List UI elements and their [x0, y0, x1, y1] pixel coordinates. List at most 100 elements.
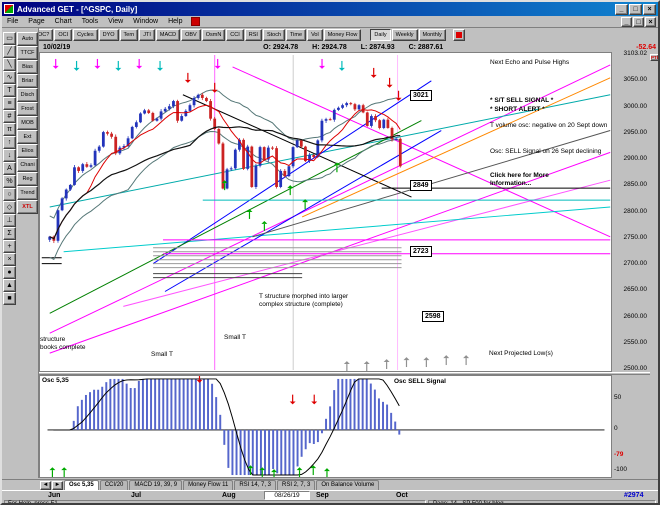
indicator-tab-2[interactable]: MACD 19, 39, 9	[129, 480, 183, 490]
draw-tool-button-19[interactable]: ▲	[3, 279, 16, 292]
toolbar-study-button-2[interactable]: Cycles	[73, 29, 98, 41]
study-tool-button-5[interactable]: Frost	[17, 102, 38, 116]
draw-tool-button-12[interactable]: ○	[3, 188, 16, 201]
indicator-tab-0[interactable]: Osc 5,35	[64, 480, 99, 490]
indicator-tab-6[interactable]: On Balance Volume	[316, 480, 380, 490]
mdi-minimize-button[interactable]: _	[621, 16, 632, 27]
indicator-tab-1[interactable]: CCI/20	[99, 480, 129, 490]
month-label-oct: Oct	[396, 492, 408, 499]
tab-scroll-right-button[interactable]: ►	[52, 481, 63, 490]
date-box[interactable]: 08/26/19	[264, 491, 310, 500]
draw-tool-button-9[interactable]: ↓	[3, 149, 16, 162]
alert-button[interactable]	[452, 29, 465, 41]
price-axis-label-6: 2800.00	[623, 207, 648, 215]
annotation-sell-signal: * S/T SELL SIGNAL *	[490, 97, 554, 104]
draw-tool-button-17[interactable]: ×	[3, 253, 16, 266]
menu-item-5[interactable]: Window	[133, 18, 159, 25]
draw-tool-button-18[interactable]: ●	[3, 266, 16, 279]
study-tool-button-8[interactable]: Elios	[17, 144, 38, 158]
toolbar-study-button-8[interactable]: OsmN	[201, 29, 226, 41]
view-button-1[interactable]: Weekly	[391, 29, 418, 41]
title-bar: Advanced GET - [^GSPC, Daily] _ □ ×	[2, 2, 658, 16]
indicator-tab-4[interactable]: RSI 14, 7, 3	[234, 480, 276, 490]
study-tool-button-2[interactable]: Bias	[17, 60, 38, 74]
toolbar-study-button-13[interactable]: Vol	[307, 29, 323, 41]
menu-item-0[interactable]: File	[7, 18, 19, 25]
study-tool-button-0[interactable]: Auto	[17, 32, 38, 46]
menu-item-3[interactable]: Tools	[81, 18, 99, 25]
draw-tool-button-10[interactable]: A	[3, 162, 16, 175]
more-information-link[interactable]: Click here for More Information...	[490, 172, 549, 187]
draw-tool-button-6[interactable]: #	[3, 110, 16, 123]
minimize-button[interactable]: _	[615, 3, 628, 15]
draw-tool-button-1[interactable]: ╱	[3, 45, 16, 58]
toolbar-study-button-7[interactable]: OBV	[181, 29, 201, 41]
draw-tool-button-14[interactable]: ⊥	[3, 214, 16, 227]
annotation-short-alert: * SHORT ALERT *	[490, 106, 545, 113]
toolbar-study-button-4[interactable]: Tern	[119, 29, 139, 41]
toolbar-study-button-1[interactable]: OCI	[54, 29, 73, 41]
price-axis-label-1: 3050.00	[623, 76, 648, 84]
study-tool-button-6[interactable]: MOB	[17, 116, 38, 130]
toolbar-study-button-10[interactable]: RSI	[244, 29, 262, 41]
toolbar-study-button-9[interactable]: CCI	[226, 29, 244, 41]
toolbar-study-button-11[interactable]: Stoch	[262, 29, 286, 41]
draw-tool-button-4[interactable]: T	[3, 84, 16, 97]
status-bar: For Help, press F1 Page: 14 - SP 500 for…	[2, 500, 658, 503]
menu-item-2[interactable]: Chart	[54, 18, 72, 25]
maximize-button[interactable]: □	[629, 3, 642, 15]
toolbar-study-button-6[interactable]: MACD	[155, 29, 181, 41]
study-tool-button-9[interactable]: Chani	[17, 158, 38, 172]
draw-tool-button-0[interactable]: ▭	[3, 32, 16, 45]
osc-current-value: -79	[614, 451, 624, 458]
study-tool-button-4[interactable]: Disch	[17, 88, 38, 102]
view-button-2[interactable]: Monthly	[418, 29, 446, 41]
month-label-aug: Aug	[222, 492, 236, 499]
toolbar-study-button-14[interactable]: Money Flow	[323, 29, 362, 41]
draw-tool-button-20[interactable]: ■	[3, 292, 16, 305]
menu-item-4[interactable]: View	[108, 18, 124, 25]
draw-tool-button-5[interactable]: ≡	[3, 97, 16, 110]
draw-tool-button-11[interactable]: %	[3, 175, 16, 188]
chart-icon-button[interactable]	[191, 17, 201, 26]
price-chart[interactable]	[39, 52, 612, 372]
draw-tool-button-13[interactable]: ◇	[3, 201, 16, 214]
draw-tool-button-2[interactable]: ╲	[3, 58, 16, 71]
toolbar-study-button-3[interactable]: DYO	[98, 29, 119, 41]
toolbar-study-button-5[interactable]: JTI	[139, 29, 155, 41]
toolbar-study-button-12[interactable]: Time	[286, 29, 307, 41]
quote-date: 10/02/19	[43, 43, 71, 51]
osc-axis-50: 50	[614, 394, 622, 401]
study-tool-button-12[interactable]: XTL	[17, 200, 38, 214]
study-tool-button-1[interactable]: TTCF	[17, 46, 38, 60]
study-tool-button-10[interactable]: Reg	[17, 172, 38, 186]
menu-item-6[interactable]: Help	[168, 18, 183, 25]
quote-strip: 10/02/19 O: 2924.78 H: 2924.78 L: 2874.9…	[39, 42, 658, 52]
view-button-0[interactable]: Daily	[370, 29, 391, 41]
quote-high: H: 2924.78	[312, 43, 347, 51]
draw-tool-button-7[interactable]: π	[3, 123, 16, 136]
study-tool-button-3[interactable]: Briar	[17, 74, 38, 88]
study-tool-button-7[interactable]: Ext	[17, 130, 38, 144]
close-button[interactable]: ×	[643, 3, 656, 15]
draw-tool-button-3[interactable]: ∿	[3, 71, 16, 84]
panel-splitter[interactable]	[39, 372, 650, 375]
mdi-close-button[interactable]: ×	[645, 16, 656, 27]
right-tool-button-0[interactable]: PTI	[650, 54, 659, 61]
draw-tool-button-15[interactable]: Σ	[3, 227, 16, 240]
price-axis-label-11: 2550.00	[623, 338, 648, 346]
study-tool-button-11[interactable]: Trend	[17, 186, 38, 200]
tab-scroll-left-button[interactable]: ◄	[40, 481, 51, 490]
oscillator-chart[interactable]	[39, 375, 612, 478]
draw-tool-button-16[interactable]: +	[3, 240, 16, 253]
right-tool-column: PTI↑↓AΔ+FU	[650, 52, 659, 372]
indicator-tab-3[interactable]: Money Flow 11	[183, 480, 234, 490]
price-axis: 3103.02 3050.00 3000.00 2950.00 2900.00 2850.…	[613, 50, 649, 372]
draw-tool-button-8[interactable]: ↑	[3, 136, 16, 149]
mdi-restore-button[interactable]: □	[633, 16, 644, 27]
drawing-tools-column: ▭ ╱ ╲ ∿ T ≡ # π ↑ ↓ A% ○ ◇ ⊥ Σ + × ● ▲ ■	[3, 32, 17, 305]
menu-item-1[interactable]: Page	[28, 18, 45, 25]
indicator-tabs: Osc 5,35 CCI/20 MACD 19, 39, 9 Money Flow 1…	[64, 480, 380, 490]
indicator-tab-5[interactable]: RSI 2, 7, 3	[277, 480, 316, 490]
